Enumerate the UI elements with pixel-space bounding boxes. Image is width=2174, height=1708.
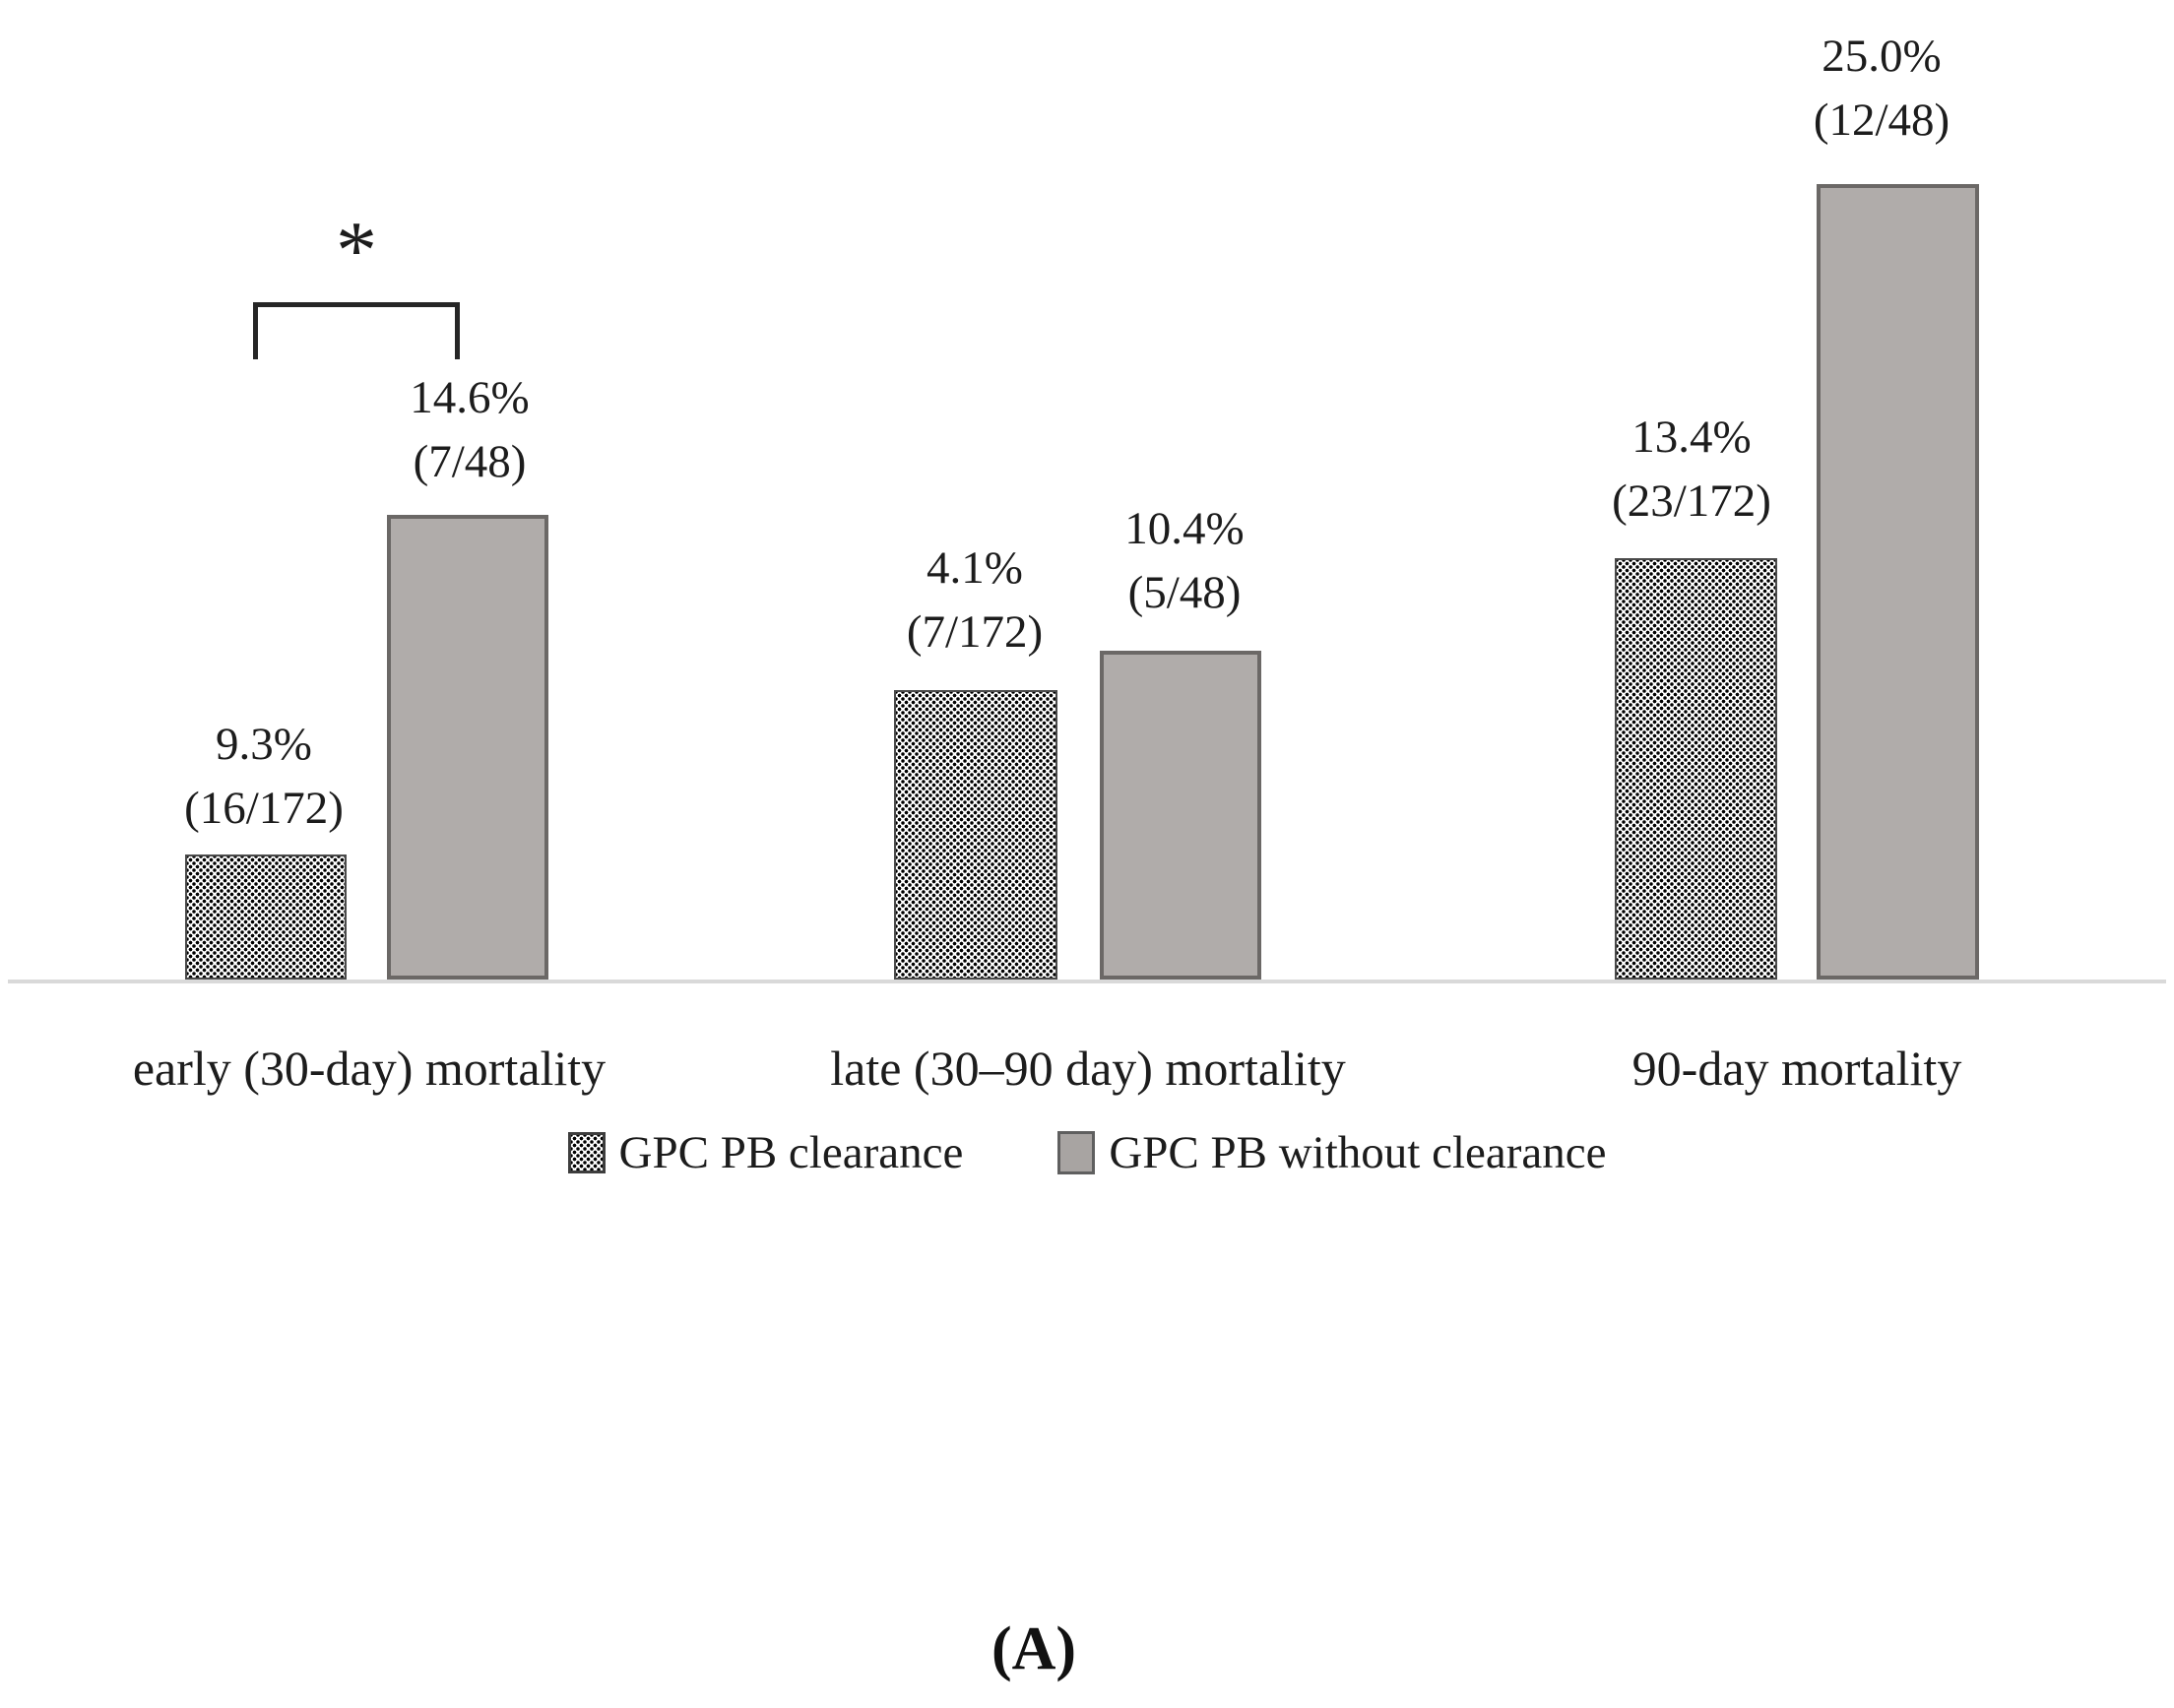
dot-pattern-swatch-icon bbox=[567, 1132, 606, 1173]
bar-no-clearance-90day bbox=[1817, 184, 1979, 980]
category-label-2: 90-day mortality bbox=[1631, 1041, 1962, 1096]
bar-value-label-line: (23/172) bbox=[1612, 475, 1771, 527]
legend-item-without-clearance: GPC PB without clearance bbox=[1057, 1125, 1606, 1180]
bar-value-label-line: 14.6% bbox=[410, 372, 530, 423]
bar-value-label-line: (12/48) bbox=[1813, 95, 1950, 146]
category-label-1: late (30–90 day) mortality bbox=[830, 1041, 1346, 1096]
bar-value-label-clearance-90day: 13.4% (23/172) bbox=[1612, 406, 1771, 534]
bar-value-label-no-clearance-late: 10.4% (5/48) bbox=[1124, 497, 1244, 625]
bar-value-label-clearance-late: 4.1% (7/172) bbox=[907, 537, 1043, 664]
legend-label: GPC PB clearance bbox=[618, 1127, 964, 1178]
bar-value-label-no-clearance-90day: 25.0% (12/48) bbox=[1814, 25, 1950, 153]
legend-item-clearance: GPC PB clearance bbox=[567, 1125, 964, 1180]
category-label-0: early (30-day) mortality bbox=[132, 1041, 607, 1096]
bar-no-clearance-late bbox=[1100, 651, 1261, 980]
significance-asterisk: * bbox=[336, 205, 377, 296]
bar-value-label-line: (7/48) bbox=[413, 436, 527, 487]
x-axis-line bbox=[8, 980, 2166, 983]
bar-value-label-clearance-early: 9.3% (16/172) bbox=[184, 713, 344, 841]
bar-value-label-no-clearance-early: 14.6% (7/48) bbox=[410, 366, 529, 494]
bar-value-label-line: 25.0% bbox=[1822, 31, 1942, 82]
bar-value-label-line: (7/172) bbox=[906, 606, 1044, 658]
legend-label: GPC PB without clearance bbox=[1109, 1127, 1607, 1178]
significance-bracket bbox=[253, 302, 460, 359]
bar-value-label-line: (16/172) bbox=[184, 783, 344, 834]
bar-clearance-late bbox=[894, 690, 1057, 980]
bar-clearance-early bbox=[185, 854, 347, 980]
bar-value-label-line: (5/48) bbox=[1127, 567, 1242, 618]
panel-caption: (A) bbox=[991, 1615, 1077, 1682]
bar-value-label-line: 13.4% bbox=[1631, 411, 1752, 463]
bar-value-label-line: 10.4% bbox=[1124, 503, 1245, 554]
bar-value-label-line: 9.3% bbox=[216, 719, 312, 770]
bar-clearance-90day bbox=[1615, 558, 1777, 980]
bar-no-clearance-early bbox=[387, 515, 548, 980]
legend: GPC PB clearance GPC PB without clearanc… bbox=[0, 1122, 2174, 1183]
gray-swatch-icon bbox=[1057, 1131, 1096, 1174]
bar-value-label-line: 4.1% bbox=[927, 542, 1023, 594]
